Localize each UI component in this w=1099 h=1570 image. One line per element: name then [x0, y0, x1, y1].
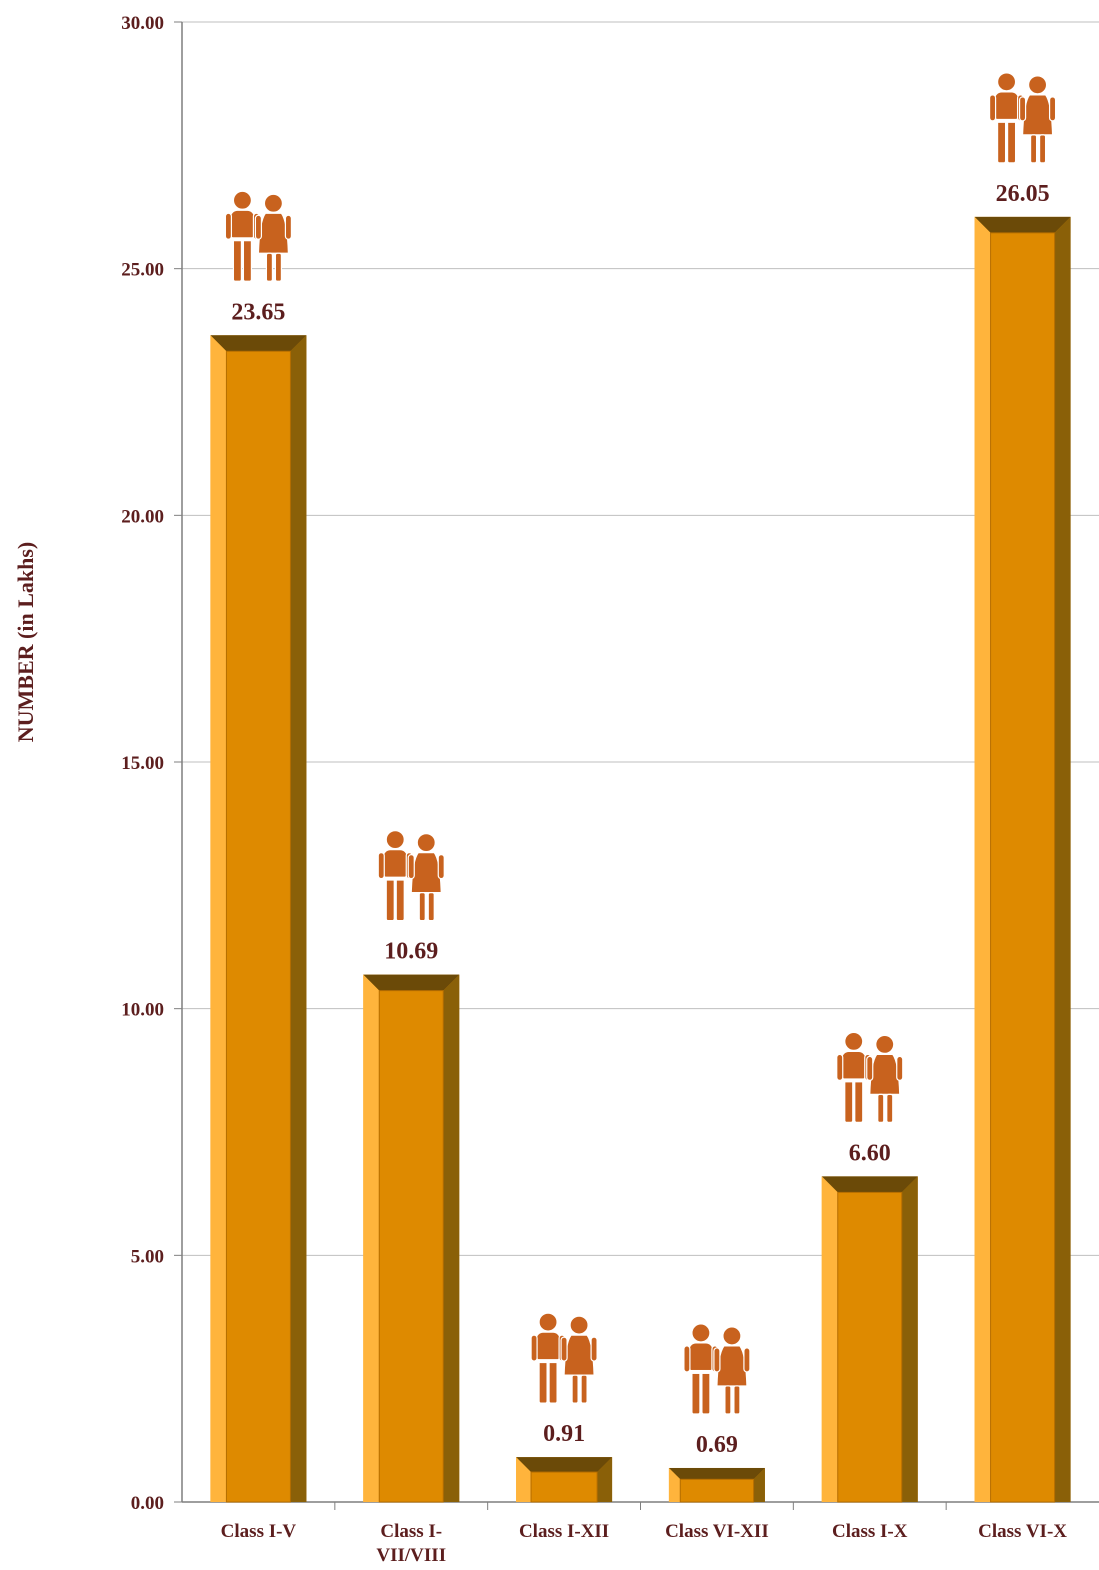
x-tick-label: Class I-V	[221, 1521, 297, 1542]
x-tick-label: Class I-XII	[519, 1521, 609, 1542]
students-icon	[836, 1031, 904, 1124]
students-icon	[224, 190, 293, 282]
y-tick-label: 5.00	[131, 1246, 164, 1267]
value-label: 0.91	[543, 1421, 585, 1447]
bar-1	[210, 335, 307, 1503]
x-tick-label: Class VI-X	[978, 1521, 1067, 1542]
students-icon	[988, 72, 1057, 164]
value-label: 23.65	[231, 299, 285, 325]
x-tick-label: Class I-X	[832, 1521, 908, 1542]
value-label: 26.05	[996, 181, 1050, 207]
students-icon	[377, 830, 445, 922]
students-icon	[530, 1312, 598, 1404]
x-tick-label: Class I-	[380, 1521, 442, 1542]
bar-2	[363, 974, 460, 1503]
y-tick-label: 30.00	[121, 13, 164, 34]
students-icon	[683, 1323, 751, 1415]
bar-5	[821, 1176, 918, 1503]
value-label: 0.69	[696, 1432, 738, 1458]
value-label: 10.69	[384, 939, 438, 965]
bar-3	[516, 1457, 613, 1503]
x-tick-label: VII/VIII	[376, 1545, 446, 1566]
y-tick-label: 15.00	[121, 753, 164, 774]
bar-4	[668, 1467, 765, 1503]
y-tick-label: 0.00	[131, 1493, 164, 1514]
y-tick-label: 25.00	[121, 260, 164, 281]
y-tick-label: 20.00	[121, 506, 164, 527]
x-tick-label: Class VI-XII	[665, 1521, 769, 1542]
bar-6	[974, 216, 1071, 1503]
value-label: 6.60	[849, 1140, 891, 1166]
y-tick-label: 10.00	[121, 1000, 164, 1021]
